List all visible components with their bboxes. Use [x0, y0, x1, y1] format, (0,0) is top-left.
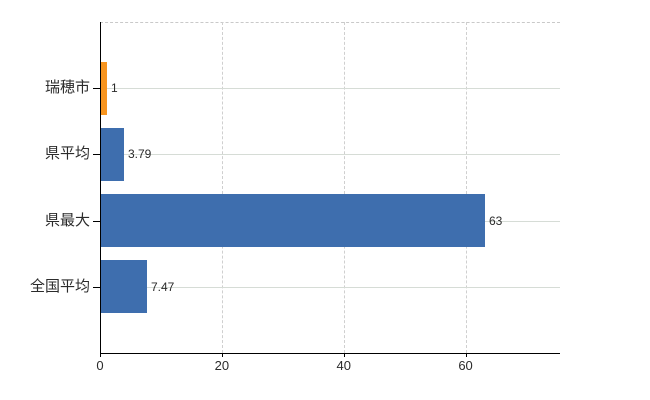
bar: [101, 194, 485, 248]
x-tick-label: 0: [96, 358, 104, 373]
x-axis-tick: [221, 353, 223, 357]
y-axis-tick: [93, 154, 100, 156]
gridline-vertical: [465, 22, 467, 353]
x-axis-line: [100, 353, 560, 354]
plot-top-border: [100, 22, 560, 23]
bar-value-label: 63: [489, 213, 503, 228]
x-axis-tick: [343, 353, 345, 357]
category-label: 瑞穂市: [44, 79, 90, 97]
bar-value-label: 1: [111, 81, 118, 96]
y-axis-line: [100, 22, 101, 357]
y-axis-tick: [93, 220, 100, 222]
x-tick-label: 60: [458, 358, 473, 373]
gridline-vertical: [343, 22, 345, 353]
category-label: 県平均: [44, 145, 90, 163]
category-label: 県最大: [44, 211, 90, 229]
category-label: 全国平均: [29, 277, 90, 295]
bar-value-label: 3.79: [128, 147, 152, 162]
bar: [101, 260, 147, 314]
row-gridline: [100, 88, 560, 90]
bar: [101, 61, 107, 115]
x-tick-label: 40: [336, 358, 351, 373]
bar: [101, 127, 124, 181]
y-axis-tick: [93, 286, 100, 288]
gridline-vertical: [221, 22, 223, 353]
row-gridline: [100, 154, 560, 156]
y-axis-tick: [93, 88, 100, 90]
x-axis-tick: [465, 353, 467, 357]
x-tick-label: 20: [214, 358, 230, 373]
row-gridline: [100, 286, 560, 288]
bar-value-label: 7.47: [151, 279, 175, 294]
